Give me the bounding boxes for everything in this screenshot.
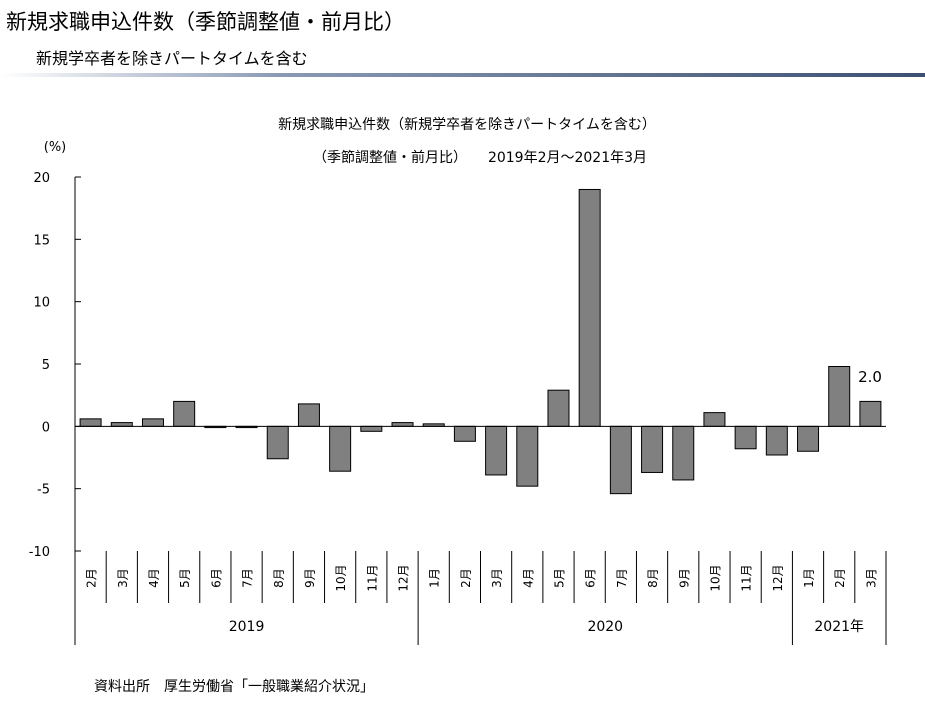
x-tick-label: 11月 [365, 564, 379, 591]
x-tick-label: 8月 [646, 568, 660, 588]
x-tick-label: 5月 [178, 568, 192, 588]
bar [266, 425, 289, 460]
bar [110, 422, 133, 427]
y-tick-label: -10 [29, 545, 50, 560]
x-tick-label: 4月 [147, 568, 161, 588]
bar [453, 425, 476, 442]
bar [641, 425, 664, 473]
x-tick-label: 12月 [397, 564, 411, 591]
bar [609, 425, 632, 495]
x-tick-label: 2月 [833, 568, 847, 588]
bar [765, 425, 788, 456]
bar [672, 425, 695, 481]
chart-subtitle: （季節調整値・前月比） 2019年2月～2021年3月 [313, 149, 647, 166]
year-axis: 2019 2020 2021年 [229, 603, 887, 645]
x-tick-label: 1月 [428, 568, 442, 588]
x-tick-label: 11月 [740, 564, 754, 591]
y-axis-label: (%) [44, 140, 67, 155]
bar [329, 425, 352, 472]
page-subtitle: 新規学卒者を除きパートタイムを含む [36, 49, 308, 68]
x-tick-label: 8月 [272, 568, 286, 588]
x-tick-label: 6月 [209, 568, 223, 588]
bar [859, 400, 882, 427]
bars [75, 188, 886, 495]
bar [828, 365, 851, 427]
x-tick-label: 9月 [677, 568, 691, 588]
bar [173, 400, 196, 427]
bar [547, 389, 570, 427]
x-tick-label: 3月 [864, 568, 878, 588]
bar [485, 425, 508, 476]
x-tick-label: 10月 [708, 564, 722, 591]
x-tick-label: 4月 [521, 568, 535, 588]
y-tick-label: 15 [33, 233, 50, 248]
x-tick-label: 6月 [584, 568, 598, 588]
x-tick-label: 9月 [303, 568, 317, 588]
page-title: 新規求職申込件数（季節調整値・前月比） [6, 10, 405, 34]
x-tick-label: 1月 [802, 568, 816, 588]
bar [360, 425, 383, 432]
x-tick-label: 2月 [85, 568, 99, 588]
y-tick-label: 5 [42, 358, 50, 373]
x-tick-label: 5月 [552, 568, 566, 588]
bar [797, 425, 820, 452]
y-tick-label: 10 [33, 296, 50, 311]
x-tick-label: 2月 [459, 568, 473, 588]
y-axis: 20 15 10 5 0 -5 -10 [29, 171, 81, 645]
y-tick-label: -5 [37, 483, 50, 498]
x-tick-label: 7月 [241, 568, 255, 588]
x-axis: 2月 3月 4月 5月 6月 7月 8月 9月 10月 11月 12月 1月 2月 3月 4月 5月 6月 7月 8… [74, 551, 887, 603]
year-label: 2020 [587, 619, 623, 635]
bar [391, 422, 414, 427]
bar [141, 418, 164, 427]
bar [703, 412, 726, 427]
bar [734, 425, 757, 450]
year-label: 2021年 [814, 619, 864, 635]
bar [297, 403, 320, 427]
y-tick-label: 20 [33, 171, 50, 186]
bar [79, 418, 102, 427]
source-note: 資料出所 厚生労働省「一般職業紹介状況」 [94, 679, 374, 695]
x-tick-label: 3月 [116, 568, 130, 588]
chart-title: 新規求職申込件数（新規学卒者を除きパートタイムを含む） [278, 117, 656, 133]
year-label: 2019 [229, 619, 265, 635]
x-tick-label: 7月 [615, 568, 629, 588]
x-tick-label: 10月 [334, 564, 348, 591]
x-tick-label: 12月 [771, 564, 785, 591]
x-tick-label: 3月 [490, 568, 504, 588]
y-tick-label: 0 [42, 420, 50, 435]
bar [578, 188, 601, 427]
value-annotation: 2.0 [858, 368, 882, 386]
bar [516, 425, 539, 487]
header-divider [0, 73, 925, 77]
